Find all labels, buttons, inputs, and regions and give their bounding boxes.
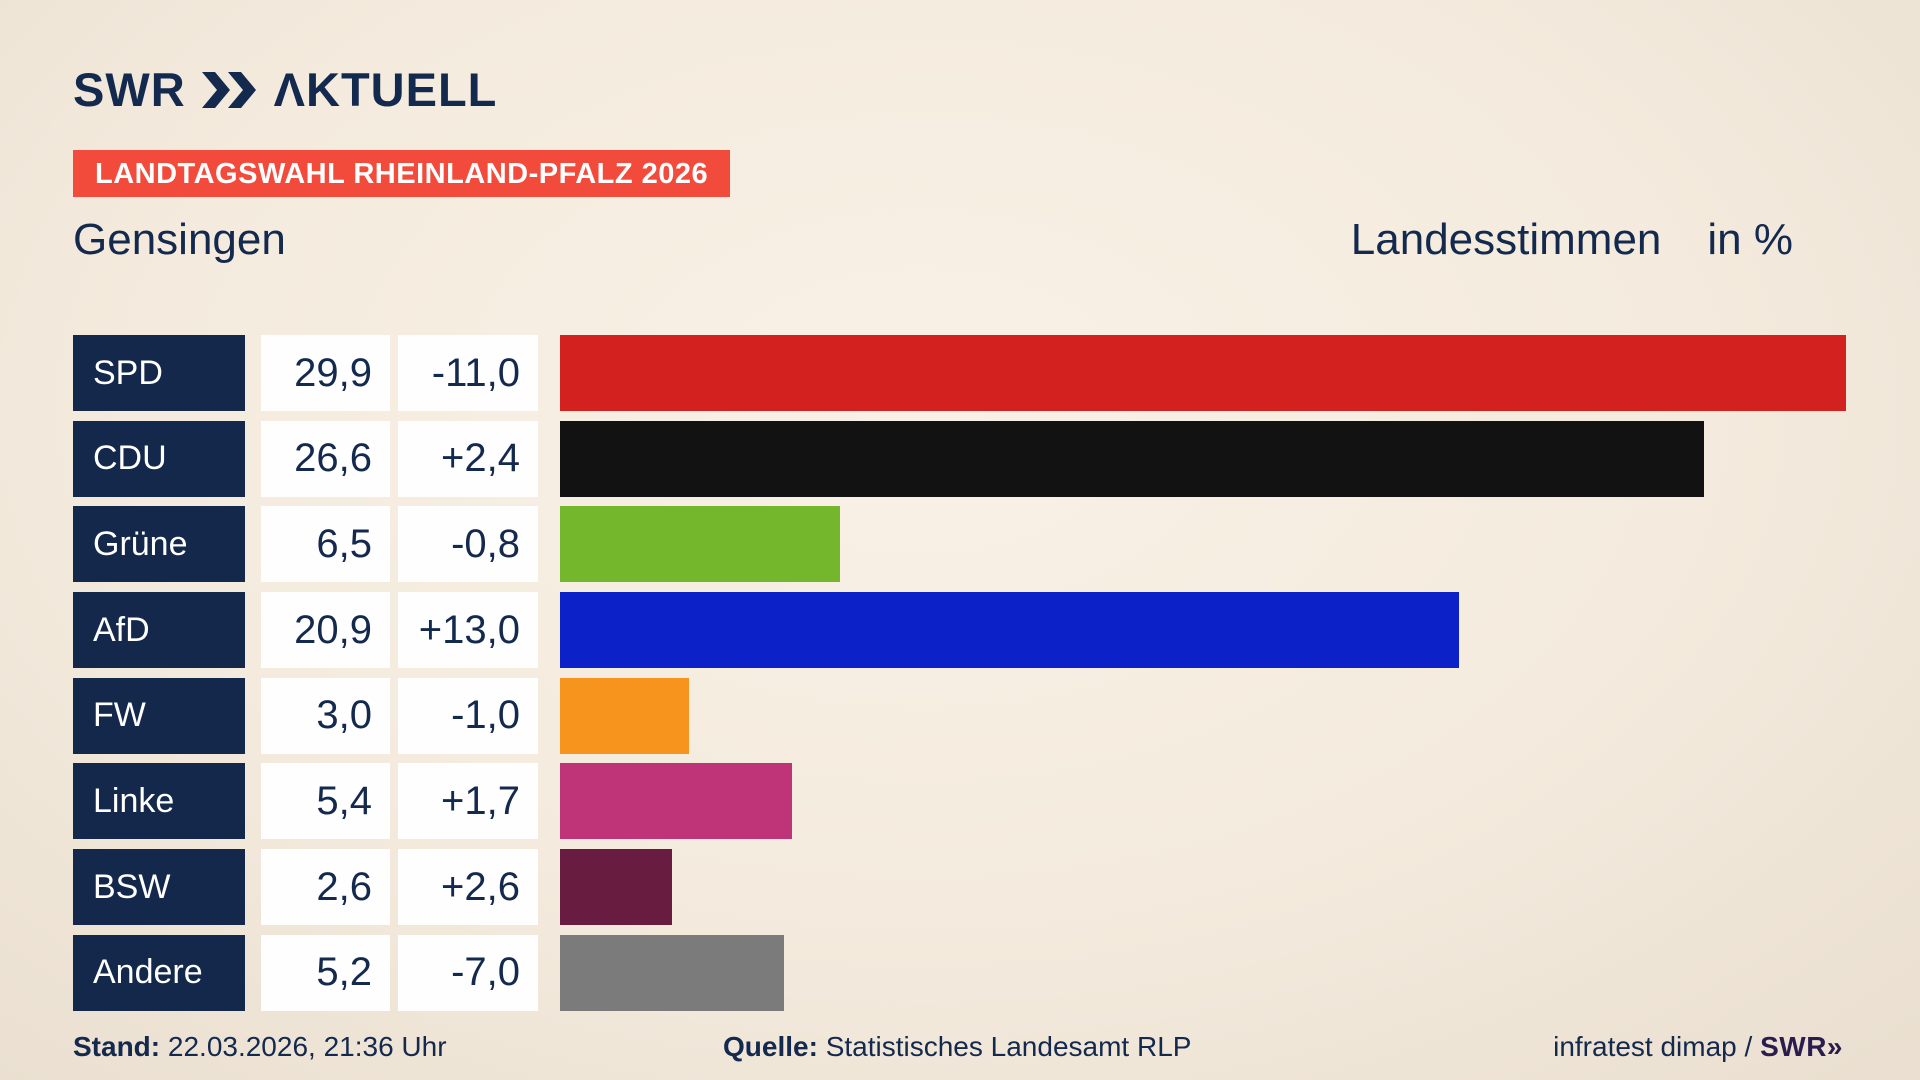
- value-text: 5,4: [316, 778, 372, 823]
- table-row: CDU 26,6 +2,4: [73, 420, 1846, 497]
- party-label-box: SPD: [73, 335, 245, 411]
- value-box: 6,5: [261, 506, 390, 583]
- party-label-box: CDU: [73, 420, 245, 497]
- party-name: AfD: [93, 610, 150, 649]
- logo-suffix-text: ΛKTUELL: [273, 63, 498, 116]
- diff-text: +2,4: [441, 436, 520, 481]
- diff-box: +1,7: [398, 763, 538, 840]
- stand-timestamp: Stand: 22.03.2026, 21:36 Uhr: [73, 1031, 447, 1063]
- party-label-box: FW: [73, 677, 245, 754]
- party-label-box: Grüne: [73, 506, 245, 583]
- party-name: SPD: [93, 353, 163, 392]
- diff-text: -0,8: [451, 521, 520, 566]
- diff-text: +1,7: [441, 778, 520, 823]
- value-box: 5,2: [261, 934, 390, 1011]
- logo-brand-text: SWR: [73, 63, 186, 116]
- result-bar: [560, 420, 1704, 497]
- swr-aktuell-logo: SWR ΛKTUELL: [73, 62, 497, 117]
- party-name: FW: [93, 696, 146, 735]
- party-name: CDU: [93, 439, 167, 478]
- result-bar: [560, 506, 840, 583]
- diff-text: -7,0: [451, 950, 520, 995]
- municipality-title: Gensingen: [73, 215, 286, 264]
- party-label-box: Linke: [73, 763, 245, 840]
- value-box: 29,9: [261, 335, 390, 411]
- diff-box: +2,4: [398, 420, 538, 497]
- diff-box: -1,0: [398, 677, 538, 754]
- result-bar: [560, 592, 1459, 669]
- diff-text: -1,0: [451, 693, 520, 738]
- diff-box: -11,0: [398, 335, 538, 411]
- stand-value: 22.03.2026, 21:36 Uhr: [160, 1031, 447, 1062]
- party-label-box: AfD: [73, 592, 245, 669]
- table-row: SPD 29,9 -11,0: [73, 335, 1846, 411]
- party-name: Linke: [93, 781, 175, 820]
- value-box: 5,4: [261, 763, 390, 840]
- party-label-box: Andere: [73, 934, 245, 1011]
- result-bar: [560, 763, 793, 840]
- table-row: Grüne 6,5 -0,8: [73, 506, 1846, 583]
- result-bar: [560, 335, 1846, 411]
- party-label-box: BSW: [73, 849, 245, 926]
- table-row: AfD 20,9 +13,0: [73, 592, 1846, 669]
- measure-label: Landesstimmen: [1350, 215, 1662, 264]
- stand-label: Stand:: [73, 1031, 161, 1062]
- table-row: Linke 5,4 +1,7: [73, 763, 1846, 840]
- election-title-banner: LANDTAGSWAHL RHEINLAND-PFALZ 2026: [73, 150, 731, 197]
- diff-box: -7,0: [398, 934, 538, 1011]
- diff-box: +13,0: [398, 592, 538, 669]
- unit-label: in %: [1707, 215, 1793, 264]
- results-table: SPD 29,9 -11,0 CDU 26,6 +2,4 Grüne 6,5 -…: [73, 335, 1846, 1011]
- diff-text: -11,0: [431, 350, 520, 395]
- table-row: BSW 2,6 +2,6: [73, 849, 1846, 926]
- table-row: Andere 5,2 -7,0: [73, 934, 1846, 1011]
- quelle-label: Quelle:: [723, 1031, 818, 1062]
- double-chevron-icon: [201, 71, 260, 108]
- value-box: 20,9: [261, 592, 390, 669]
- credit-swr-brand: SWR»: [1760, 1031, 1843, 1062]
- diff-text: +2,6: [441, 864, 520, 909]
- value-text: 26,6: [294, 436, 372, 481]
- value-text: 6,5: [316, 521, 372, 566]
- value-text: 5,2: [316, 950, 372, 995]
- diff-box: -0,8: [398, 506, 538, 583]
- result-bar: [560, 934, 784, 1011]
- result-bar: [560, 677, 689, 754]
- party-name: Grüne: [93, 524, 188, 563]
- value-box: 3,0: [261, 677, 390, 754]
- measure-header: Landesstimmen in %: [1351, 215, 1793, 265]
- party-name: Andere: [93, 953, 203, 992]
- source-note: Quelle: Statistisches Landesamt RLP: [723, 1031, 1191, 1063]
- value-text: 2,6: [316, 864, 372, 909]
- table-row: FW 3,0 -1,0: [73, 677, 1846, 754]
- value-box: 2,6: [261, 849, 390, 926]
- credit-text: infratest dimap /: [1553, 1031, 1761, 1062]
- credit-note: infratest dimap / SWR»: [1553, 1031, 1843, 1063]
- party-name: BSW: [93, 867, 171, 906]
- value-text: 20,9: [294, 607, 372, 652]
- value-text: 3,0: [316, 693, 372, 738]
- value-text: 29,9: [294, 350, 372, 395]
- diff-box: +2,6: [398, 849, 538, 926]
- diff-text: +13,0: [418, 607, 520, 652]
- result-bar: [560, 849, 672, 926]
- value-box: 26,6: [261, 420, 390, 497]
- quelle-value: Statistisches Landesamt RLP: [817, 1031, 1192, 1062]
